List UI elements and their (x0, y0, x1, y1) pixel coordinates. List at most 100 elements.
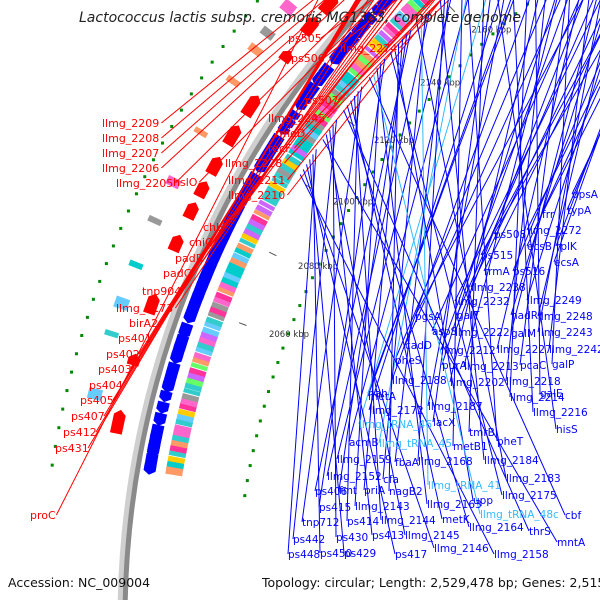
outer-feature-block (113, 295, 131, 311)
cog-feature-block (268, 180, 286, 194)
reverse-gene-label: llmg_2248 (538, 311, 593, 323)
gc-dot (286, 332, 290, 336)
gc-dot (74, 352, 78, 356)
cog-feature-block (283, 153, 302, 170)
reverse-label-leader (417, 0, 446, 462)
gc-dot (232, 29, 236, 33)
gc-dot (57, 426, 61, 430)
forward-gene-label: rmeD (275, 127, 305, 140)
reverse-label-leader (287, 149, 317, 555)
kbp-tick-label: 2060 kbp (269, 330, 309, 340)
reverse-gene-label: llmg_2168 (418, 456, 473, 468)
cog-feature-block (226, 261, 245, 275)
reverse-label-leader (537, 1, 600, 333)
forward-cds-arrow (167, 234, 184, 254)
backbone-layer (117, 0, 375, 600)
reverse-label-leader (480, 33, 600, 256)
kbp-tick (269, 251, 277, 257)
gc-dot (380, 157, 384, 161)
reverse-label-leader (526, 85, 600, 247)
cog-feature-block (265, 185, 283, 199)
reverse-label-leader (376, 68, 428, 505)
reverse-gene-label: galE (540, 388, 563, 400)
reverse-label-leader (553, 132, 600, 263)
gc-dot (271, 375, 275, 379)
cog-feature-block (347, 66, 364, 81)
forward-gene-label: llmg_2206 (102, 162, 159, 175)
reverse-label-leader (404, 0, 561, 346)
forward-label-leader (188, 0, 395, 274)
reverse-cds-arrow (183, 312, 197, 323)
cog-feature-block (314, 108, 332, 123)
reverse-gene-label: cbf (565, 510, 581, 522)
kbp-tick-label: 2160 kbp (471, 25, 511, 35)
cog-feature-block (288, 148, 305, 162)
forward-gene-label: ps412 (63, 426, 97, 439)
forward-gene-label: llmg_2211 (228, 174, 285, 187)
forward-gene-label: llmg_2205 (116, 177, 173, 190)
reverse-gene-label: llmg_2222 (455, 327, 510, 339)
reverse-label-leader (292, 119, 338, 540)
gc-dot (363, 183, 367, 187)
gc-dot (70, 370, 74, 374)
reverse-gene-label: llmg_2145 (405, 530, 460, 542)
cog-feature-block (271, 176, 289, 189)
cog-feature-block (315, 104, 335, 122)
reverse-gene-label: llmg_2202 (450, 377, 505, 389)
forward-cds-arrow (240, 95, 261, 119)
reverse-label-leader (368, 77, 566, 516)
reverse-cds-arrow (318, 62, 335, 79)
gc-dot (262, 404, 266, 408)
cog-feature-block (213, 296, 231, 308)
gc-dot (210, 60, 214, 64)
reverse-label-leader (497, 0, 557, 430)
reverse-label-leader (449, 0, 539, 383)
forward-gene-label: birA2 (129, 317, 158, 330)
reverse-label-leader (468, 0, 485, 433)
forward-label-leader (161, 0, 345, 169)
cog-feature-block (240, 232, 259, 245)
cog-feature-block (176, 413, 195, 425)
reverse-gene-label: aspS (432, 326, 458, 338)
reverse-gene-label: llmg_2152 (327, 471, 382, 483)
cog-feature-block (183, 387, 201, 397)
gc-dot (151, 158, 155, 162)
reverse-label-leader (439, 0, 485, 461)
reverse-cds-arrow (159, 389, 173, 403)
gc-dot (53, 444, 57, 448)
gc-dot (331, 235, 335, 239)
forward-label-leader (199, 0, 381, 183)
gc-dot (417, 109, 421, 113)
reverse-gene-label: llmg_2218 (506, 376, 561, 388)
reverse-label-leader (368, 0, 500, 411)
cog-feature-block (197, 336, 217, 349)
gc-dot (170, 124, 174, 128)
reverse-label-leader (493, 49, 600, 235)
reverse-gene-label: llmg_2184 (484, 455, 539, 467)
forward-gene-label: ps506 (291, 52, 325, 65)
reverse-label-leader (354, 63, 382, 507)
reverse-gene-label: ps414 (347, 516, 379, 528)
label-leader-lines-layer (55, 0, 600, 555)
reverse-label-leader (353, 95, 382, 521)
reverse-gene-label: llmg_2183 (506, 473, 561, 485)
reverse-gene-label: ps442 (293, 534, 325, 546)
forward-gene-label: recF (268, 142, 291, 155)
forward-gene-label: hslO (173, 176, 198, 189)
reverse-label-leader (512, 61, 600, 272)
reverse-label-leader (427, 0, 505, 407)
reverse-gene-label: llmg_2146 (434, 543, 489, 555)
cog-feature-block (208, 306, 227, 319)
reverse-gene-label: ps406 (315, 486, 347, 498)
cog-feature-block (400, 6, 416, 22)
reverse-gene-label: ps429 (344, 548, 376, 560)
gc-dot (371, 170, 375, 174)
gc-dot (65, 389, 69, 393)
cog-feature-block (181, 393, 200, 403)
reverse-cds-arrow (169, 351, 184, 364)
accession-text: Accession: NC_009004 (8, 575, 151, 590)
reverse-gene-label: typA (567, 205, 592, 217)
reverse-gene-label: llmg_tRNA_41 (428, 480, 501, 492)
reverse-gene-label: tmrB (469, 427, 495, 439)
kbp-tick (238, 322, 247, 326)
